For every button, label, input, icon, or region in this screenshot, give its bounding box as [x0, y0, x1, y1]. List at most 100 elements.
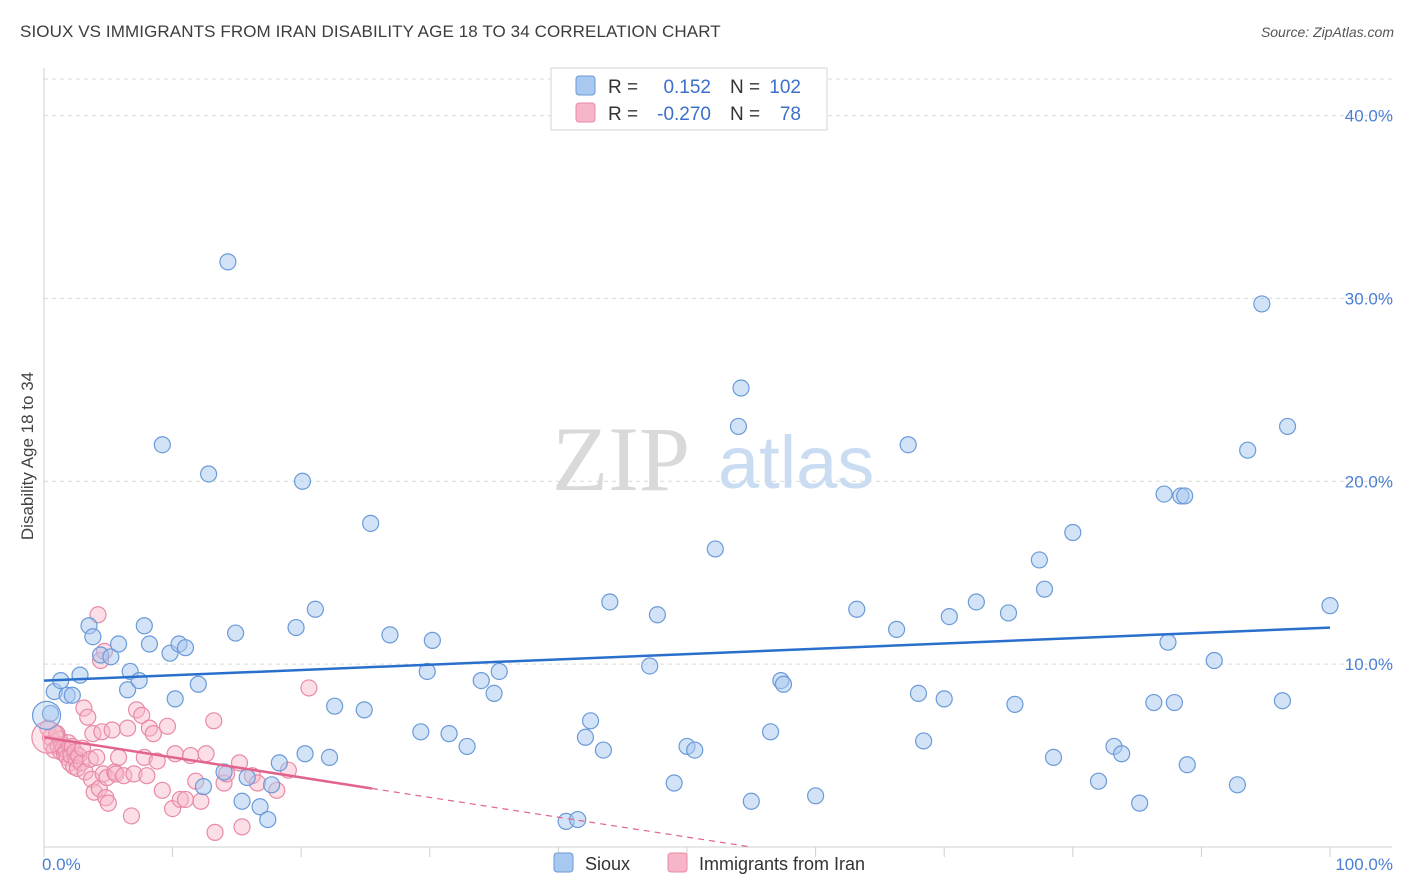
sioux-point: [967, 593, 985, 611]
grid-lines: [43, 78, 1392, 857]
sioux-point: [915, 732, 933, 750]
sioux-point: [418, 662, 436, 681]
sioux-point: [999, 604, 1018, 622]
sioux-point: [940, 607, 958, 626]
sioux-point: [153, 436, 171, 454]
sioux-point: [306, 600, 324, 618]
series-legend: Sioux Immigrants from Iran: [553, 852, 865, 874]
sioux-point-large: [31, 700, 62, 730]
sioux-point: [576, 728, 595, 746]
iran-point: [233, 818, 251, 836]
sioux-point: [166, 690, 184, 708]
iran-point: [133, 706, 151, 724]
sioux-point: [909, 684, 928, 703]
sioux-point: [362, 514, 380, 532]
iran-legend-swatch: [575, 102, 596, 123]
sioux-point: [761, 723, 780, 741]
sioux-point: [806, 787, 825, 805]
sioux-point: [251, 798, 269, 816]
stats-legend: R = 0.152 N = 102 R = -0.270 N = 78: [550, 67, 828, 131]
iran-point: [205, 712, 223, 730]
sioux-point: [200, 465, 218, 483]
iran-r-value: -0.270: [657, 104, 711, 125]
iran-point: [148, 752, 166, 770]
sioux-point: [176, 639, 195, 657]
iran-point: [197, 745, 215, 763]
iran-series-label[interactable]: Immigrants from Iran: [699, 854, 865, 874]
iran-point: [79, 708, 97, 726]
sioux-point: [63, 686, 81, 704]
x-tick-label: 0.0%: [42, 855, 81, 874]
iran-point: [81, 750, 99, 768]
source-credit: Source: ZipAtlas.com: [1260, 24, 1394, 40]
iran-point: [144, 725, 162, 743]
iran-series-swatch[interactable]: [667, 852, 688, 873]
iran-trend-line: [43, 736, 373, 790]
y-tick-label: 10.0%: [1345, 655, 1393, 674]
sioux-point: [706, 540, 724, 558]
sioux-point: [1035, 580, 1054, 598]
sioux-trend-line: [43, 626, 1331, 682]
sioux-point: [1145, 693, 1163, 712]
sioux-point: [472, 671, 490, 690]
sioux-point: [1044, 748, 1063, 767]
watermark: ZIP atlas: [552, 408, 874, 510]
sioux-point: [1321, 597, 1339, 615]
sioux-point: [1176, 487, 1194, 505]
sioux-series-label[interactable]: Sioux: [585, 854, 630, 874]
sioux-point: [594, 741, 613, 759]
y-tick-label: 20.0%: [1345, 472, 1393, 491]
sioux-point: [1006, 695, 1024, 713]
sioux-point: [888, 620, 906, 639]
sioux-point: [118, 681, 137, 699]
sioux-point: [381, 626, 399, 644]
sioux-point: [270, 754, 288, 772]
watermark-atlas: atlas: [718, 421, 874, 504]
iran-n-label: N =: [730, 104, 760, 125]
sioux-point: [233, 792, 251, 810]
sioux-series-swatch[interactable]: [553, 852, 574, 873]
sioux-point: [899, 436, 917, 454]
tick-labels: 10.0% 20.0% 30.0% 40.0% 0.0% 100.0%: [42, 107, 1393, 874]
iran-n-value: 78: [780, 104, 801, 125]
iran-point: [103, 721, 121, 739]
iran-point: [158, 717, 177, 735]
iran-point: [206, 823, 224, 841]
iran-point: [75, 699, 93, 717]
sioux-point: [1159, 633, 1177, 651]
watermark-zip: ZIP: [552, 408, 690, 510]
sioux-point: [848, 600, 866, 618]
sioux-point: [102, 648, 120, 666]
sioux-point: [729, 417, 748, 436]
iran-point: [88, 748, 106, 767]
iran-point: [125, 765, 143, 783]
sioux-points: [31, 253, 1339, 831]
y-axis-label: Disability Age 18 to 34: [18, 372, 37, 540]
sioux-n-label: N =: [730, 77, 760, 98]
sioux-point: [227, 624, 245, 642]
sioux-point: [440, 725, 458, 743]
sioux-point: [423, 631, 441, 649]
sioux-point: [648, 606, 667, 624]
sioux-point: [109, 635, 128, 653]
iran-point: [72, 754, 90, 772]
sioux-point: [490, 662, 508, 681]
iran-point: [99, 794, 117, 812]
sioux-r-value: 0.152: [663, 77, 711, 98]
sioux-point: [263, 776, 281, 794]
sioux-point: [296, 745, 314, 763]
sioux-point: [1205, 651, 1223, 670]
sioux-point: [140, 635, 159, 653]
iran-point: [122, 807, 141, 825]
sioux-point: [1239, 441, 1257, 459]
y-tick-label: 40.0%: [1345, 107, 1393, 126]
sioux-point: [71, 666, 89, 684]
trend-lines: [43, 626, 1331, 848]
sioux-point: [1253, 295, 1271, 313]
iran-point: [109, 748, 128, 767]
sioux-point: [259, 810, 277, 829]
sioux-point: [935, 690, 953, 708]
sioux-point: [686, 741, 704, 759]
sioux-point: [1089, 772, 1108, 790]
